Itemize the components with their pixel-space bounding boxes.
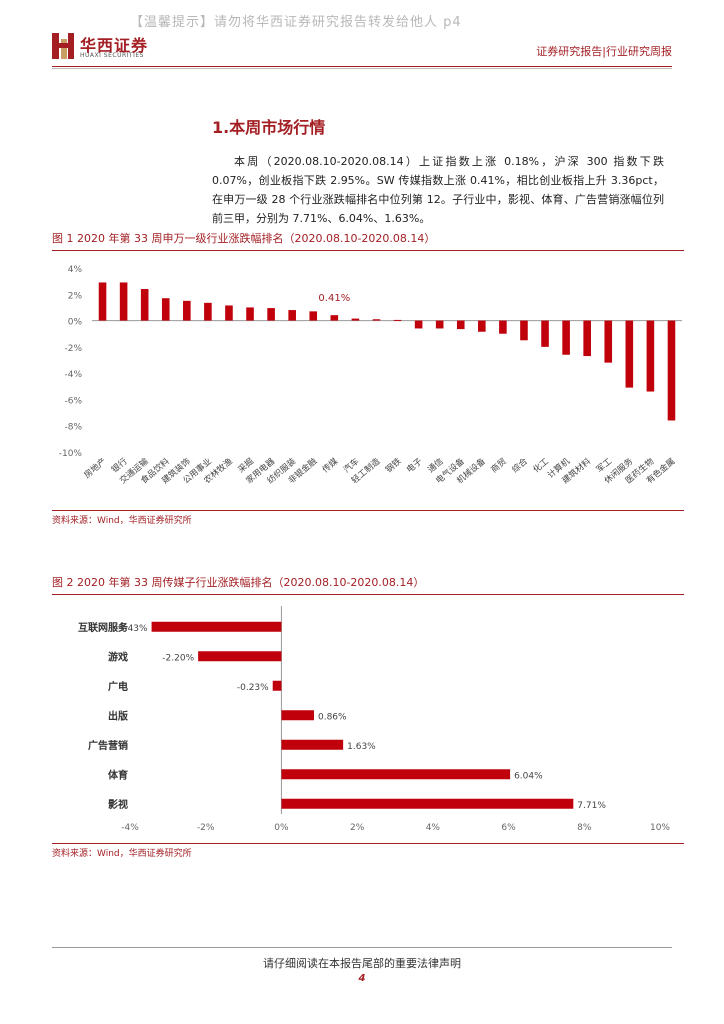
footer-disclaimer: 请仔细阅读在本报告尾部的重要法律声明 bbox=[263, 957, 461, 970]
figure1-source: 资料来源：Wind，华西证券研究所 bbox=[52, 516, 192, 526]
category-label: 影视 bbox=[108, 798, 128, 811]
bar bbox=[288, 310, 296, 321]
x-tick-label: 6% bbox=[501, 823, 516, 833]
bar bbox=[272, 680, 282, 691]
y-tick-label: -8% bbox=[64, 423, 82, 433]
y-tick-label: -2% bbox=[64, 344, 82, 354]
y-tick-label: 4% bbox=[68, 265, 83, 275]
highlight-data-label: 0.41% bbox=[318, 293, 350, 304]
bar bbox=[225, 305, 233, 321]
bar bbox=[246, 307, 254, 321]
y-tick-label: 2% bbox=[68, 291, 83, 301]
x-tick-label: 10% bbox=[650, 823, 670, 833]
figure2-title: 图 2 2020 年第 33 周传媒子行业涨跌幅排名（2020.08.10-20… bbox=[52, 576, 425, 589]
bar bbox=[281, 739, 344, 750]
summary-paragraph: 本周（2020.08.10-2020.08.14）上证指数上涨 0.18%，沪深… bbox=[212, 155, 664, 225]
figure2-source: 资料来源：Wind，华西证券研究所 bbox=[52, 849, 192, 859]
bar bbox=[309, 311, 318, 321]
watermark-text: 【温馨提示】请勿将华西证券研究报告转发给他人 p4 bbox=[130, 15, 462, 30]
x-tick-label: 钢铁 bbox=[383, 456, 403, 476]
bar bbox=[281, 710, 314, 721]
bar bbox=[478, 320, 486, 332]
x-tick-label: 商贸 bbox=[489, 456, 509, 475]
category-label: 互联网服务 bbox=[78, 621, 129, 634]
bar bbox=[183, 300, 191, 321]
y-tick-label: -4% bbox=[64, 370, 82, 380]
bar bbox=[198, 651, 282, 662]
bar bbox=[98, 282, 107, 321]
data-label: -2.20% bbox=[162, 653, 194, 663]
data-label: -3.43% bbox=[116, 624, 148, 634]
category-label: 出版 bbox=[108, 709, 128, 722]
category-label: 广告营销 bbox=[88, 739, 128, 752]
x-tick-label: -2% bbox=[197, 823, 215, 833]
section-title: 1.本周市场行情 bbox=[212, 118, 326, 137]
bar bbox=[562, 320, 570, 355]
logo-name: 华西证券 bbox=[80, 36, 149, 55]
report-type: 证券研究报告|行业研究周报 bbox=[536, 45, 672, 58]
huaxi-logo-icon bbox=[52, 33, 74, 59]
category-label: 游戏 bbox=[108, 650, 128, 663]
figure2-chart: 互联网服务-3.43% 游戏 -2.20% 广电 -0.23% 出版 0.86% 广告营销 1.… bbox=[78, 606, 670, 833]
header-rule-thin bbox=[52, 68, 672, 69]
bar bbox=[281, 769, 511, 780]
bar bbox=[204, 302, 212, 321]
x-tick-label: 8% bbox=[577, 823, 592, 833]
bar bbox=[435, 320, 444, 329]
x-tick-label: 2% bbox=[350, 823, 365, 833]
figure2-top-rule bbox=[52, 594, 684, 595]
page-number: 4 bbox=[358, 973, 366, 984]
bar bbox=[140, 289, 149, 321]
bar bbox=[583, 320, 591, 357]
x-tick-label: 综合 bbox=[510, 456, 530, 476]
bar bbox=[625, 320, 634, 388]
figure1-bottom-rule bbox=[52, 510, 684, 511]
bar bbox=[281, 798, 574, 809]
data-label: -0.23% bbox=[237, 683, 269, 693]
figure1-title: 图 1 2020 年第 33 周申万一级行业涨跌幅排名（2020.08.10-2… bbox=[52, 232, 436, 245]
bar bbox=[667, 320, 676, 421]
x-tick-label: 4% bbox=[426, 823, 441, 833]
x-tick-label: 电子 bbox=[404, 456, 424, 476]
bar bbox=[161, 298, 170, 321]
category-label: 体育 bbox=[108, 768, 128, 781]
header-rule bbox=[52, 66, 672, 67]
logo-english: HUAXI SECURITIES bbox=[80, 52, 144, 59]
data-label: 7.71% bbox=[577, 801, 606, 811]
figure1-chart: 4%2%0%-2%-4%-6%-8%-10%房地产 银行交通运输食品饮料建筑装饰公… bbox=[59, 265, 682, 486]
bar bbox=[267, 308, 275, 321]
bar bbox=[151, 621, 282, 632]
bar bbox=[646, 320, 655, 392]
x-tick-label: 房地产 bbox=[82, 456, 109, 481]
x-tick-label: 传媒 bbox=[320, 456, 340, 476]
bar bbox=[351, 318, 360, 321]
x-tick-label: -4% bbox=[121, 823, 139, 833]
y-tick-label: -10% bbox=[59, 449, 83, 459]
bar bbox=[414, 320, 423, 329]
y-tick-label: -6% bbox=[64, 396, 82, 406]
figure1-top-rule bbox=[52, 250, 684, 251]
bar bbox=[499, 320, 507, 334]
bar bbox=[520, 320, 528, 341]
bar bbox=[330, 315, 339, 321]
footer-rule bbox=[52, 947, 672, 948]
data-label: 6.04% bbox=[514, 771, 543, 781]
x-tick-label: 0% bbox=[274, 823, 289, 833]
bar bbox=[119, 282, 128, 321]
y-tick-label: 0% bbox=[68, 318, 83, 328]
bar bbox=[393, 319, 402, 321]
figure2-bottom-rule bbox=[52, 843, 684, 844]
bar bbox=[372, 319, 381, 321]
category-label: 广电 bbox=[108, 680, 128, 693]
bar bbox=[604, 320, 613, 363]
bar bbox=[541, 320, 549, 347]
bar bbox=[456, 320, 465, 330]
data-label: 0.86% bbox=[318, 712, 347, 722]
data-label: 1.63% bbox=[347, 742, 376, 752]
